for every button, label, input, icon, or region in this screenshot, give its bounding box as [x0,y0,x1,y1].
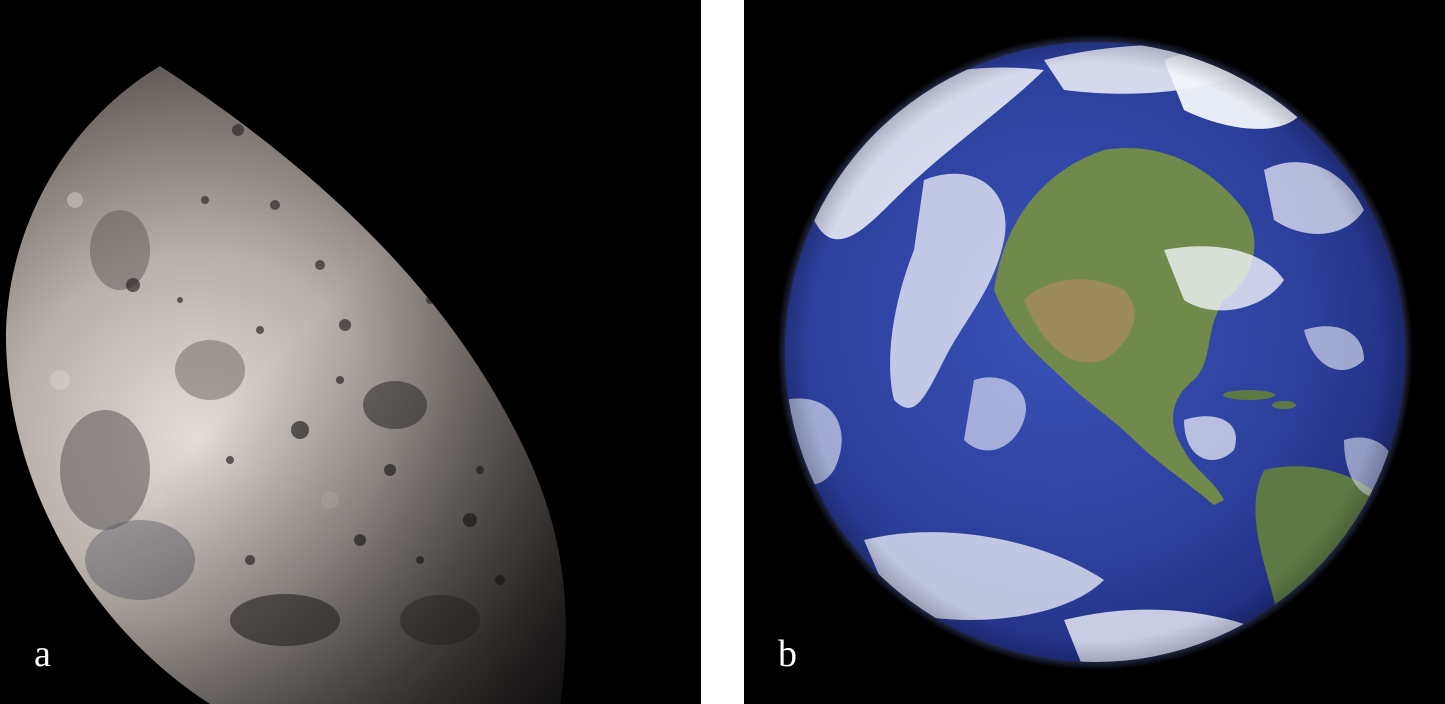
moon-disk [5,66,566,704]
earth-image [777,34,1413,670]
earth-disk [785,42,1405,662]
moon-image [5,66,566,704]
panel-b: b [744,0,1445,704]
panel-a: a [0,0,701,704]
panel-label-b: b [778,633,797,675]
panel-label-a: a [34,633,51,675]
